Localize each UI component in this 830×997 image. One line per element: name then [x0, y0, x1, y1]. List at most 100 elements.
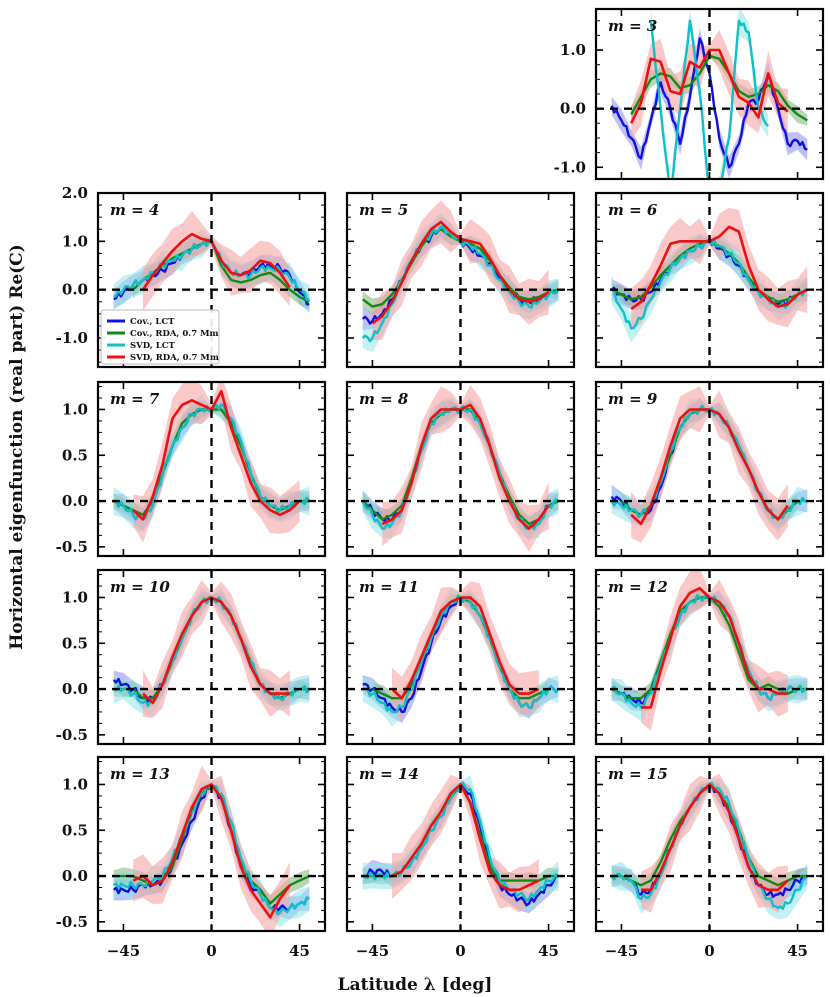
panel-data — [610, 570, 808, 731]
y-tick-label: 0.0 — [560, 100, 586, 118]
band-svd-rda — [641, 773, 788, 914]
y-tick-label: 1.0 — [62, 775, 88, 793]
line-svd-rda-m14 — [391, 783, 540, 892]
panel-m9: m = 9 — [594, 380, 825, 558]
x-tick-label: 45 — [289, 942, 310, 960]
panel-m14: −45 0 45 m = 14 — [345, 755, 576, 960]
panel-m13: -0.5 0.0 0.5 1.0 −45 0 45 m = 13 — [56, 755, 327, 960]
panel-label: m = 3 — [608, 17, 657, 35]
band-svd-rda — [143, 580, 290, 718]
y-tick-label: 1.0 — [62, 232, 88, 250]
x-tick-label: −45 — [605, 942, 638, 960]
y-tick-label: 2.0 — [62, 184, 88, 202]
x-tick-label: 45 — [538, 942, 559, 960]
panel-m12: m = 12 — [594, 568, 825, 746]
panel-m4: -1.0 0.0 1.0 2.0 m = 4 Cov., LCT Cov., RDA, 0.… — [56, 184, 327, 369]
line-svd-rda-m10 — [142, 596, 290, 705]
line-svd-rda-m12 — [641, 586, 788, 709]
x-tick-label: 0 — [206, 942, 216, 960]
band-svd-rda — [392, 581, 539, 720]
y-tick-label: 0.0 — [62, 680, 88, 698]
panel-data — [362, 581, 560, 727]
panel-m5: m = 5 — [345, 191, 576, 369]
line-svd-rda-m11 — [391, 596, 540, 700]
band-svd-rda — [372, 200, 549, 341]
panel-data — [610, 773, 809, 920]
panel-data — [112, 580, 311, 718]
panel-data — [112, 765, 310, 931]
legend-label-svd-lct: SVD, LCT — [130, 341, 175, 351]
line-cov-rda-m3 — [630, 54, 808, 122]
y-tick-label: 0.5 — [62, 446, 88, 464]
line-svd-rda-m4 — [141, 232, 291, 291]
panel-data — [610, 386, 808, 543]
band-svd-rda — [631, 386, 788, 543]
line-svd-rda-m3 — [630, 48, 789, 124]
panel-label: m = 11 — [359, 578, 419, 596]
y-tick-label: 0.0 — [62, 492, 88, 510]
y-tick-label: 1.0 — [62, 588, 88, 606]
band-svd-rda — [143, 210, 290, 311]
x-axis-label: Latitude λ [deg] — [338, 975, 493, 995]
panel-m15: −45 0 45 m = 15 — [594, 755, 825, 960]
panel-m7: -0.5 0.0 0.5 1.0 m = 7 — [56, 380, 327, 558]
panel-data — [361, 385, 559, 552]
band-svd-rda — [382, 385, 549, 552]
x-tick-label: 0 — [704, 942, 714, 960]
line-svd-rda-m8 — [381, 403, 550, 530]
y-tick-label: 0.5 — [62, 634, 88, 652]
panel-m6: m = 6 — [594, 191, 825, 369]
x-tick-label: 45 — [787, 942, 808, 960]
panel-m10: -0.5 0.0 0.5 1.0 m = 10 — [56, 568, 327, 746]
line-svd-rda-m6 — [630, 225, 808, 311]
band-svd-rda — [133, 382, 300, 543]
y-tick-label: -1.0 — [554, 158, 586, 176]
line-svd-rda-m9 — [630, 408, 789, 526]
line-svd-lct-m3 — [649, 19, 770, 179]
legend-box — [100, 309, 220, 365]
panel-m11: m = 11 — [345, 568, 576, 746]
y-tick-label: -0.5 — [56, 726, 88, 744]
panel-label: m = 15 — [608, 765, 668, 783]
band-svd-rda — [631, 207, 808, 330]
panel-m8: m = 8 — [345, 380, 576, 558]
panel-data — [610, 9, 808, 179]
y-tick-label: 1.0 — [62, 400, 88, 418]
line-svd-rda-m15 — [641, 783, 789, 892]
y-tick-label: -0.5 — [56, 913, 88, 931]
line-svd-rda-m7 — [132, 389, 301, 521]
y-tick-label: 0.5 — [62, 821, 88, 839]
x-tick-label: 0 — [455, 942, 465, 960]
line-svd-rda-m13 — [132, 783, 291, 919]
y-tick-label: 0.0 — [62, 867, 88, 885]
panel-grid: -1.0 0.0 1.0 m = 3 -1.0 0.0 1.0 2.0 m = 4 Cov., L… — [56, 7, 825, 960]
panel-data — [362, 774, 560, 914]
y-tick-label: -1.0 — [56, 329, 88, 347]
panel-label: m = 5 — [359, 201, 408, 219]
y-tick-label: -0.5 — [56, 538, 88, 556]
panel-label: m = 10 — [110, 578, 170, 596]
legend-label-svd-rda: SVD, RDA, 0.7 Mm — [130, 353, 219, 363]
panel-label: m = 14 — [359, 765, 419, 783]
x-tick-label: −45 — [356, 942, 389, 960]
panel-m3: -1.0 0.0 1.0 m = 3 — [554, 7, 825, 181]
panel-label: m = 9 — [608, 390, 658, 408]
panel-label: m = 7 — [110, 390, 160, 408]
y-tick-label: 1.0 — [560, 41, 586, 59]
band-svd-rda — [392, 774, 539, 913]
panel-label: m = 4 — [110, 201, 159, 219]
panel-data — [610, 207, 808, 343]
panel-label: m = 12 — [608, 578, 668, 596]
y-tick-label: 0.0 — [62, 281, 88, 299]
legend-label-cov-lct: Cov., LCT — [130, 317, 175, 327]
y-axis-label: Horizontal eigenfunction (real part) Re(… — [7, 244, 27, 650]
panel-data — [113, 382, 311, 543]
band-svd-rda — [631, 30, 788, 141]
panel-label: m = 13 — [110, 765, 170, 783]
panel-label: m = 8 — [359, 390, 409, 408]
x-tick-label: −45 — [107, 942, 140, 960]
panel-label: m = 6 — [608, 201, 658, 219]
legend-label-cov-rda: Cov., RDA, 0.7 Mm — [130, 329, 219, 339]
line-cov-lct-m3 — [610, 37, 808, 169]
